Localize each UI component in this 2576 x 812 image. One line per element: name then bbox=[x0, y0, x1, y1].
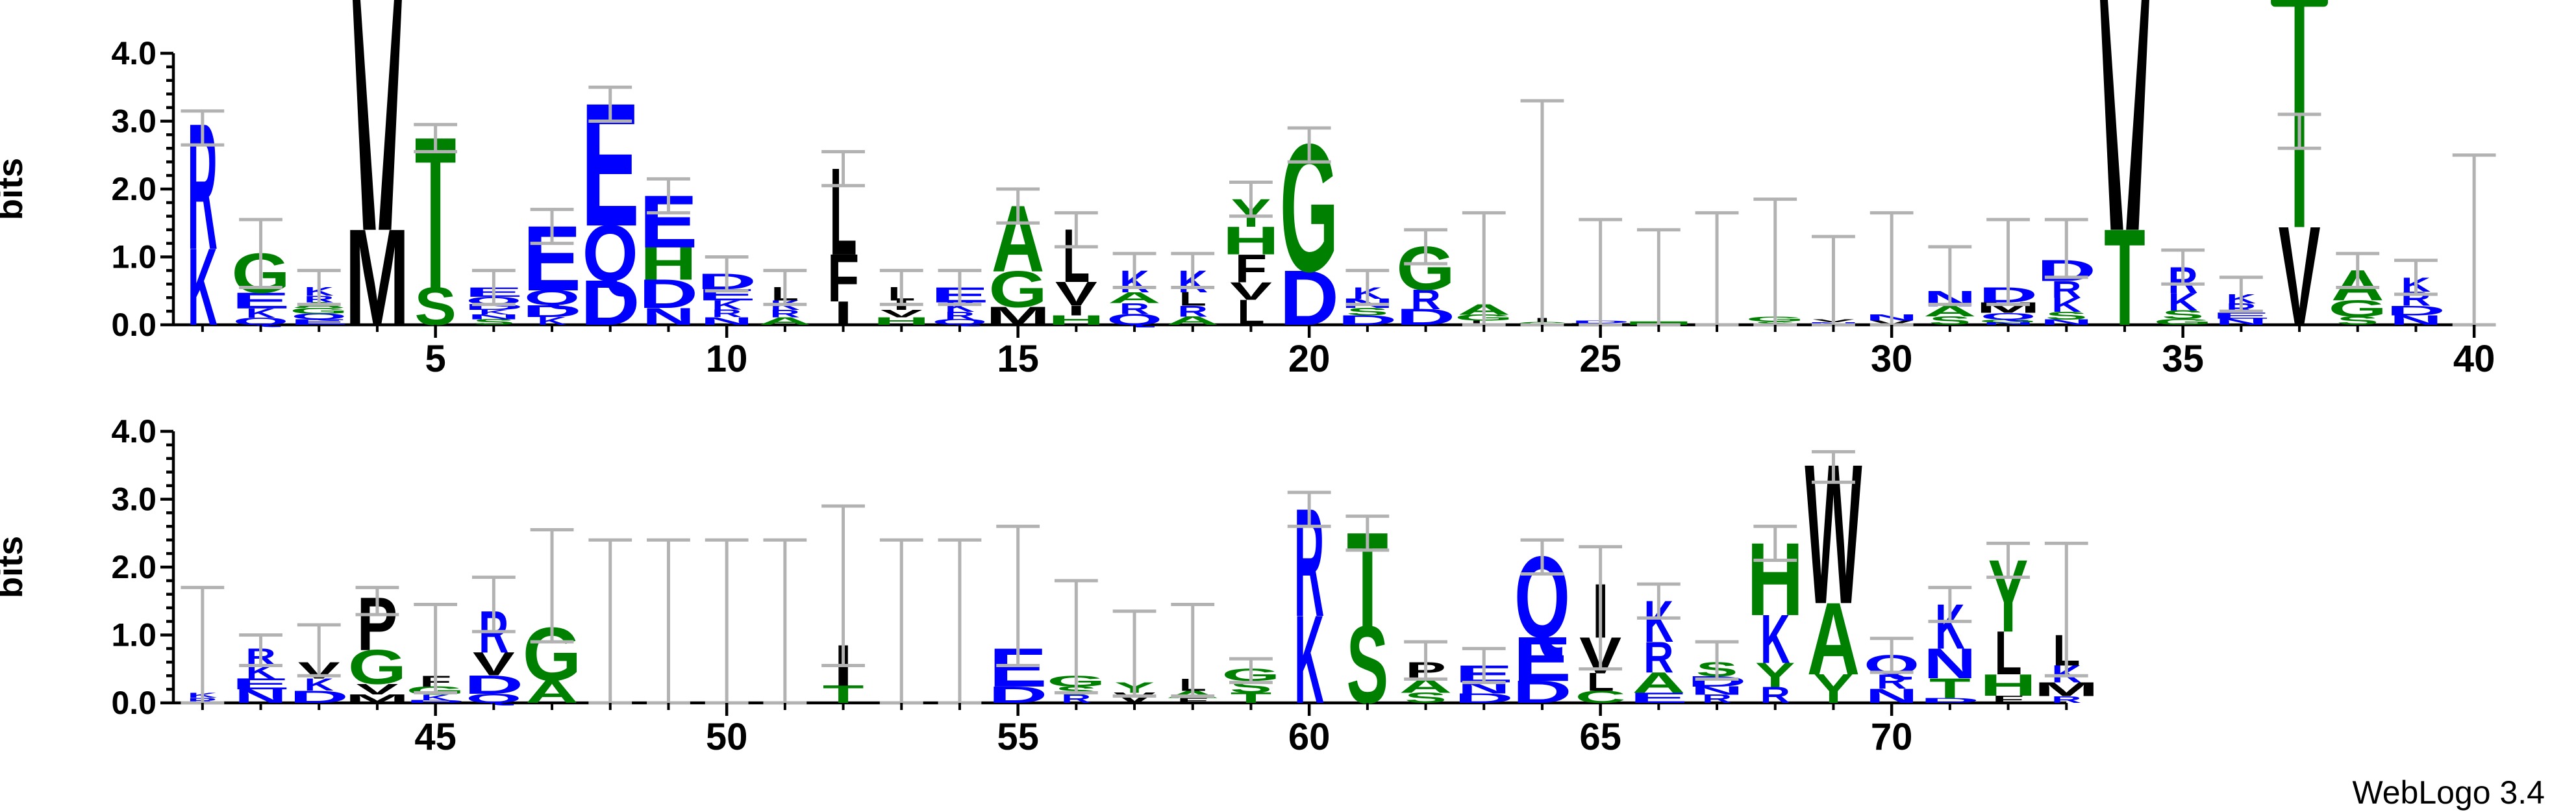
svg-text:30: 30 bbox=[1871, 338, 1913, 380]
svg-text:3.0: 3.0 bbox=[111, 481, 156, 518]
svg-text:35: 35 bbox=[2162, 338, 2204, 380]
svg-text:70: 70 bbox=[1871, 716, 1913, 758]
svg-text:5: 5 bbox=[425, 338, 446, 380]
svg-text:60: 60 bbox=[1288, 716, 1331, 758]
svg-text:3.0: 3.0 bbox=[111, 103, 156, 140]
svg-text:55: 55 bbox=[997, 716, 1039, 758]
svg-text:20: 20 bbox=[1288, 338, 1331, 380]
svg-text:2.0: 2.0 bbox=[111, 171, 156, 207]
svg-text:4.0: 4.0 bbox=[111, 35, 156, 71]
svg-text:10: 10 bbox=[706, 338, 748, 380]
svg-text:65: 65 bbox=[1579, 716, 1621, 758]
svg-text:40: 40 bbox=[2453, 338, 2495, 380]
svg-text:1.0: 1.0 bbox=[111, 617, 156, 653]
svg-text:4.0: 4.0 bbox=[111, 413, 156, 450]
svg-text:2.0: 2.0 bbox=[111, 549, 156, 585]
svg-text:0.0: 0.0 bbox=[111, 685, 156, 721]
svg-text:45: 45 bbox=[414, 716, 456, 758]
svg-text:1.0: 1.0 bbox=[111, 239, 156, 275]
svg-text:bits: bits bbox=[0, 536, 30, 598]
svg-text:15: 15 bbox=[997, 338, 1039, 380]
svg-text:WebLogo 3.4: WebLogo 3.4 bbox=[2352, 774, 2545, 811]
svg-text:25: 25 bbox=[1579, 338, 1621, 380]
svg-text:bits: bits bbox=[0, 158, 30, 220]
svg-text:0.0: 0.0 bbox=[111, 307, 156, 343]
svg-text:50: 50 bbox=[706, 716, 748, 758]
